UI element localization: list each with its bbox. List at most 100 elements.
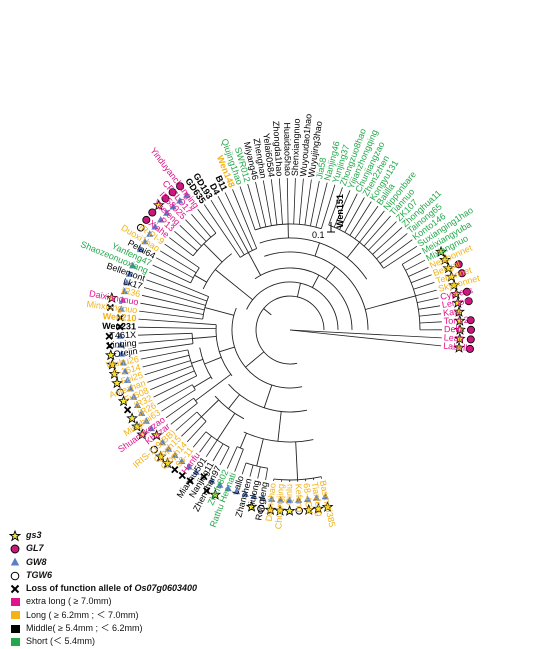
gl7-circle-marker xyxy=(149,209,156,216)
legend-label-gw8: GW8 xyxy=(26,556,47,569)
leaf-branch xyxy=(138,333,192,335)
leaf-branch xyxy=(206,440,217,457)
leaf-branch xyxy=(290,330,441,346)
leaf-branch xyxy=(411,275,432,283)
leaf-branch xyxy=(409,267,429,276)
legend-row-gl7: GL7 xyxy=(8,542,248,555)
legend-label-extra-long: extra long ( ≥ 7.0mm) xyxy=(26,595,111,608)
clade-branch xyxy=(204,244,222,262)
legend-row-middle: Middle( ≥ 5.4mm ; ＜ 6.2mm) xyxy=(8,622,248,635)
legend-label-long: Long ( ≥ 6.2mm ; ＜ 7.0mm) xyxy=(26,609,138,622)
leaf-branch xyxy=(420,322,442,323)
clade-branch xyxy=(312,275,319,287)
legend-row-tgw6: TGW6 xyxy=(8,569,248,582)
triangle-icon xyxy=(8,557,22,568)
legend-label-middle: Middle( ≥ 5.4mm ; ＜ 6.2mm) xyxy=(26,622,142,635)
leaf-branch xyxy=(418,306,440,310)
clade-branch xyxy=(219,347,234,352)
clade-branch xyxy=(215,270,252,300)
leaf-branch xyxy=(211,200,244,255)
legend-row-extra-long: extra long ( ≥ 7.0mm) xyxy=(8,595,248,608)
tree-branches xyxy=(138,178,442,482)
leaf-branch xyxy=(227,447,237,469)
legend-row-loss: Loss of function allele of Os07g0603400 xyxy=(8,582,248,595)
leaf-branch xyxy=(233,189,257,248)
taxon-label: Kefeng xyxy=(293,484,304,513)
clade-branch xyxy=(248,253,260,276)
gl7-circle-marker xyxy=(467,326,474,333)
leaf-branch xyxy=(299,179,303,225)
leaf-branch xyxy=(305,180,312,226)
clade-branch xyxy=(194,377,211,387)
leaf-branch xyxy=(149,272,208,296)
leaf-branch xyxy=(138,319,216,325)
leaf-branch xyxy=(235,449,244,471)
clade-arc xyxy=(264,252,368,330)
leaf-branch xyxy=(406,260,426,270)
leaf-branch xyxy=(193,432,206,447)
leaf-branch xyxy=(147,366,192,383)
leaf-branch xyxy=(153,265,191,283)
legend-row-gs3: gs3 xyxy=(8,529,248,542)
clade-branch xyxy=(296,442,298,480)
leaf-branch xyxy=(321,185,335,229)
leaf-branch xyxy=(266,468,268,480)
leaf-branch xyxy=(417,298,439,303)
leaf-branch xyxy=(213,444,223,461)
leaf-branch xyxy=(290,330,442,338)
circle-open-icon xyxy=(8,570,22,581)
clade-branch xyxy=(326,266,335,279)
clade-branch xyxy=(278,412,281,442)
root-label: Wen151 xyxy=(335,194,345,228)
clade-arc xyxy=(260,238,367,279)
leaf-branch xyxy=(187,421,206,442)
clade-branch xyxy=(240,433,246,448)
leaf-branch xyxy=(248,184,261,228)
clade-branch xyxy=(297,283,300,297)
clade-branch xyxy=(196,374,231,400)
legend-label-loss: Loss of function allele of Os07g0603400 xyxy=(26,582,197,595)
leaf-branch xyxy=(181,417,201,437)
legend: gs3 GL7 GW8 TGW6 Loss of function allele… xyxy=(8,529,248,649)
taxon-label: Labelle xyxy=(443,341,473,354)
leaf-branch xyxy=(157,385,192,405)
clade-branch xyxy=(195,275,207,282)
circle-filled-icon xyxy=(8,543,22,554)
leaf-branch xyxy=(402,253,421,264)
leaf-branch xyxy=(198,209,216,233)
legend-label-gl7: GL7 xyxy=(26,542,44,555)
loss-of-function-cross-marker xyxy=(125,407,131,413)
star-icon xyxy=(8,530,22,541)
legend-label-tgw6: TGW6 xyxy=(26,569,52,582)
tree-labels: Basmati385Tianfeng68-4CHKefengQinluChuan… xyxy=(79,113,481,529)
clade-branch xyxy=(205,308,234,316)
leaf-branch xyxy=(166,398,194,418)
short-swatch xyxy=(8,637,22,648)
clade-branch xyxy=(201,400,218,417)
cross-icon xyxy=(8,583,22,594)
loss-of-function-cross-marker xyxy=(172,467,178,473)
leaf-branch xyxy=(279,178,282,224)
leaf-branch xyxy=(240,187,255,230)
leaf-branch xyxy=(419,314,441,316)
leaf-branch xyxy=(169,238,193,256)
clade-branch xyxy=(264,309,272,315)
leaf-branch xyxy=(250,465,253,477)
leaf-branch xyxy=(414,282,435,289)
leaf-branch xyxy=(180,225,202,246)
leaf-branch xyxy=(294,178,296,224)
leaf-branch xyxy=(242,463,246,474)
leaf-branch xyxy=(218,196,248,252)
legend-row-long: Long ( ≥ 6.2mm ; ＜ 7.0mm) xyxy=(8,609,248,622)
clade-arc xyxy=(247,282,338,330)
extra-long-swatch xyxy=(8,597,22,608)
clade-branch xyxy=(192,336,216,338)
middle-swatch xyxy=(8,623,22,634)
leaf-branch xyxy=(220,447,229,465)
leaf-branch xyxy=(258,467,261,479)
leaf-branch xyxy=(139,339,193,344)
legend-row-gw8: GW8 xyxy=(8,556,248,569)
clade-branch xyxy=(315,243,320,256)
clade-branch xyxy=(217,413,235,440)
